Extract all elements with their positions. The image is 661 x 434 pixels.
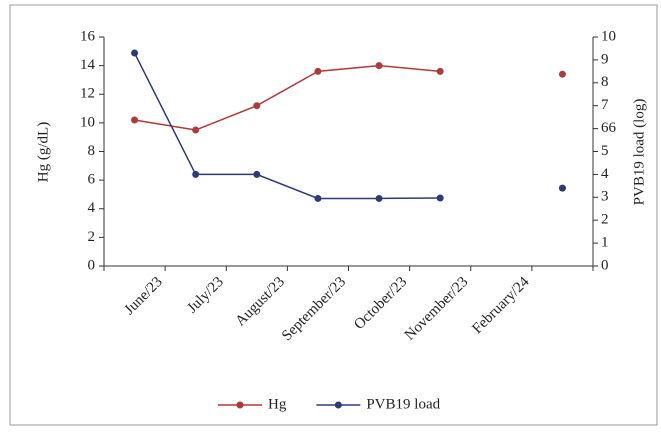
y-tick-label: 6 xyxy=(88,172,96,188)
y2-tick-label: 0 xyxy=(601,257,609,273)
y2-tick-label: 9 xyxy=(601,51,609,67)
x-tick-label: September/23 xyxy=(279,274,349,344)
x-tick-label: July/23 xyxy=(184,274,227,317)
point xyxy=(558,70,566,78)
y2-tick-label: 4 xyxy=(601,166,609,182)
x-tick-label: August/23 xyxy=(233,274,289,330)
y2-tick-label: 7 xyxy=(601,97,609,113)
point xyxy=(192,126,200,134)
point xyxy=(131,116,139,124)
y2-tick-label: 66 xyxy=(601,120,617,136)
x-tick-label: February/24 xyxy=(469,274,533,338)
y2-tick-label: 10 xyxy=(601,28,616,44)
y-tick-label: 0 xyxy=(88,257,96,273)
point xyxy=(558,184,566,192)
y-tick-label: 16 xyxy=(80,28,96,44)
y2-axis-label: PVB19 load (log) xyxy=(631,99,647,206)
x-tick-label: November/23 xyxy=(402,274,472,344)
y2-tick-label: 8 xyxy=(601,74,609,90)
series-line xyxy=(133,52,441,200)
x-tick-label: October/23 xyxy=(351,274,410,333)
legend-label: PVB19 load xyxy=(366,396,440,412)
y-tick-label: 4 xyxy=(88,200,96,216)
series-line xyxy=(134,64,441,131)
y-tick-label: 8 xyxy=(88,143,96,159)
legend-label: Hg xyxy=(268,396,287,412)
point xyxy=(253,170,261,178)
point xyxy=(192,170,200,178)
point xyxy=(314,67,322,75)
point xyxy=(253,102,261,110)
y2-tick-label: 1 xyxy=(601,235,609,251)
point xyxy=(314,194,322,202)
y2-tick-label: 3 xyxy=(601,189,609,205)
point xyxy=(131,49,139,57)
y-axis-label: Hg (g/dL) xyxy=(35,122,51,182)
point xyxy=(375,194,383,202)
point xyxy=(436,67,444,75)
point xyxy=(375,62,383,70)
x-tick-label: June/23 xyxy=(122,274,166,318)
y2-tick-label: 2 xyxy=(601,212,609,228)
legend-marker xyxy=(334,401,342,409)
y-tick-label: 14 xyxy=(80,57,96,73)
y2-tick-label: 5 xyxy=(601,143,609,159)
y-tick-label: 12 xyxy=(80,86,95,102)
point xyxy=(436,194,444,202)
y-tick-label: 2 xyxy=(88,229,96,245)
legend-marker xyxy=(236,401,244,409)
y-tick-label: 10 xyxy=(80,114,95,130)
frame xyxy=(9,4,658,426)
